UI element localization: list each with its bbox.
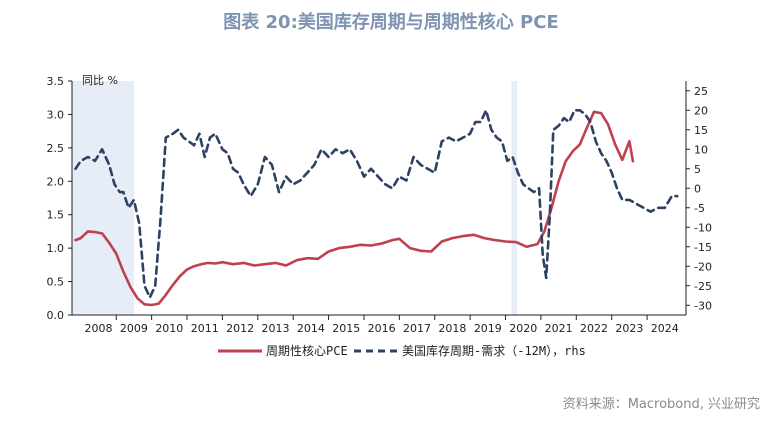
- y-left-tick-label: 2.5: [47, 142, 65, 155]
- series-lines: [74, 109, 679, 307]
- y-right-ticks: -30 -25 -20 -15 -10 -5 0 5 10 15 20 25: [686, 85, 712, 312]
- y-right-tick-label: -30: [694, 299, 712, 312]
- x-tick-label: 2011: [191, 322, 219, 335]
- series-line-inventory: [74, 109, 679, 299]
- x-tick-label: 2024: [651, 322, 679, 335]
- legend-inventory-label: 美国库存周期-需求（-12M），rhs: [402, 343, 586, 358]
- legend: 周期性核心PCE 美国库存周期-需求（-12M），rhs: [218, 343, 586, 358]
- x-tick-label: 2019: [474, 322, 502, 335]
- x-tick-label: 2017: [403, 322, 431, 335]
- y-left-tick-label: 3.0: [47, 108, 65, 121]
- y-right-tick-label: 0: [694, 182, 701, 195]
- y-right-tick-label: -15: [694, 241, 712, 254]
- y-right-tick-label: -10: [694, 221, 712, 234]
- chart-title: 图表 20:美国库存周期与周期性核心 PCE: [223, 12, 559, 33]
- y-left-tick-label: 0.0: [47, 309, 65, 322]
- y-right-tick-label: 15: [694, 124, 708, 137]
- y-right-tick-label: 5: [694, 163, 701, 176]
- y-left-ticks: 0.0 0.5 1.0 1.5 2.0 2.5 3.0 3.5: [47, 75, 72, 322]
- x-tick-label: 2008: [85, 322, 113, 335]
- shaded-period-1: [511, 81, 518, 315]
- shaded-period-0: [72, 81, 134, 315]
- y-right-tick-label: 10: [694, 143, 708, 156]
- y-right-tick-label: 20: [694, 104, 708, 117]
- x-tick-label: 2022: [580, 322, 608, 335]
- y-right-tick-label: -20: [694, 260, 712, 273]
- shaded-periods: [72, 81, 518, 315]
- x-tick-label: 2020: [509, 322, 537, 335]
- x-tick-label: 2010: [155, 322, 183, 335]
- series-line-pce: [74, 110, 635, 307]
- y-left-tick-label: 1.5: [47, 209, 65, 222]
- x-tick-label: 2021: [545, 322, 573, 335]
- x-tick-label: 2014: [297, 322, 325, 335]
- x-tick-label: 2009: [120, 322, 148, 335]
- x-tick-label: 2016: [368, 322, 396, 335]
- y-left-tick-label: 3.5: [47, 75, 65, 88]
- y-right-tick-label: -5: [694, 202, 705, 215]
- y-left-tick-label: 1.0: [47, 242, 65, 255]
- x-tick-label: 2013: [261, 322, 289, 335]
- y-right-tick-label: -25: [694, 280, 712, 293]
- x-tick-label: 2023: [615, 322, 643, 335]
- x-tick-label: 2018: [438, 322, 466, 335]
- x-tick-label: 2015: [332, 322, 360, 335]
- legend-pce-label: 周期性核心PCE: [266, 344, 348, 358]
- x-tick-label: 2012: [226, 322, 254, 335]
- y-left-tick-label: 0.5: [47, 276, 65, 289]
- y-left-tick-label: 2.0: [47, 175, 65, 188]
- axes: [71, 81, 687, 316]
- left-axis-label: 同比 %: [82, 74, 118, 87]
- x-ticks: 2008 2009 2010 2011 2012 2013 2014 2015 2016 2017…: [85, 315, 679, 335]
- y-right-tick-label: 25: [694, 85, 708, 98]
- source-note: 资料来源：Macrobond, 兴业研究: [562, 397, 760, 412]
